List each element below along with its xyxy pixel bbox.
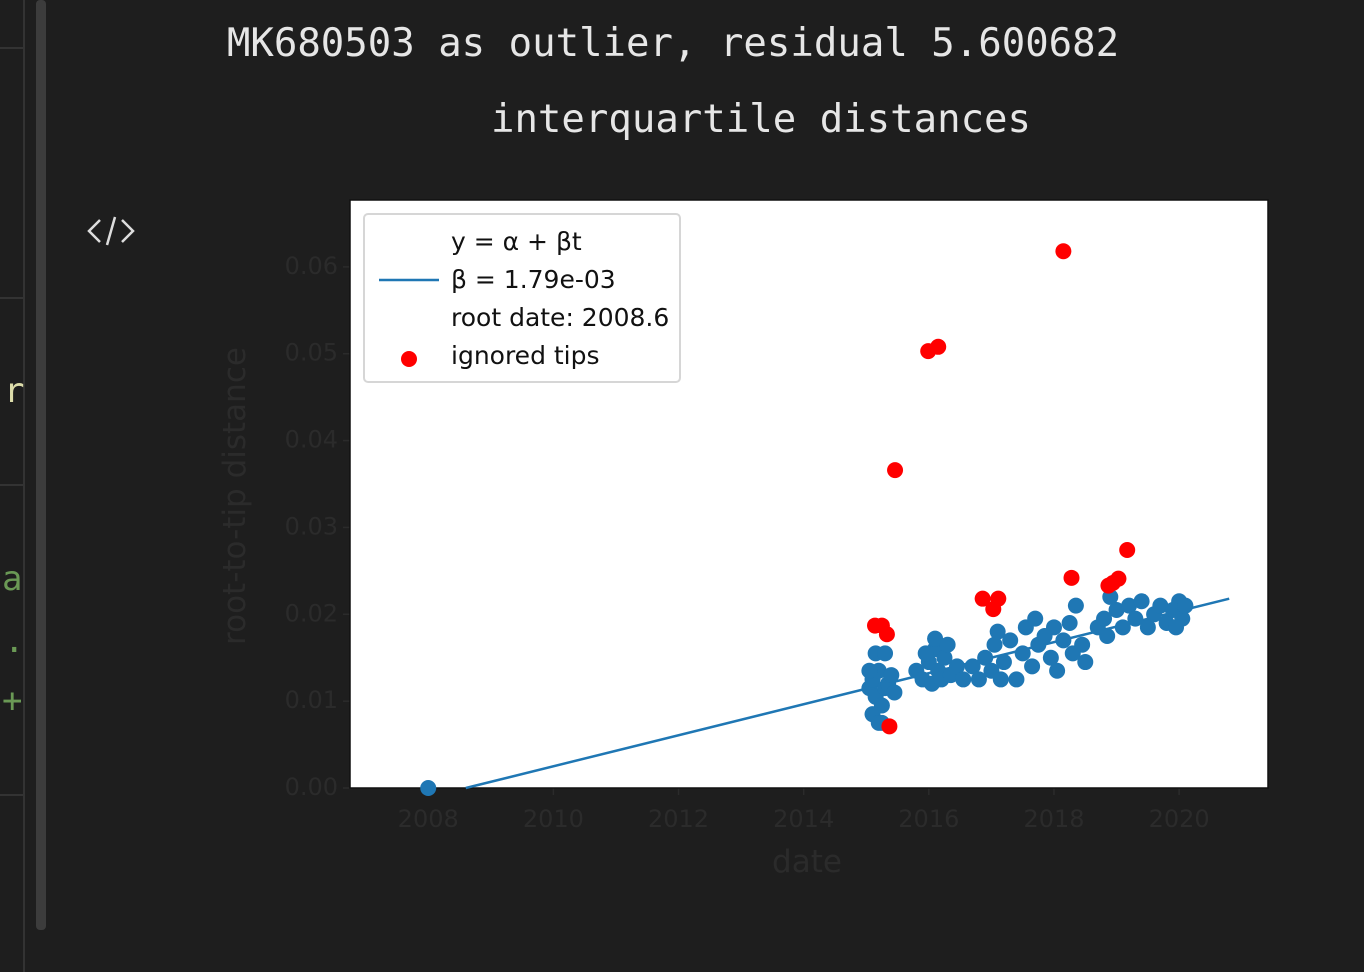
y-tick-label: 0.02 (285, 599, 338, 627)
x-tick-label: 2010 (523, 805, 584, 833)
point (1024, 658, 1041, 675)
point (1133, 593, 1150, 610)
point (985, 601, 1002, 618)
point (930, 338, 947, 355)
x-tick-label: 2020 (1149, 805, 1210, 833)
editor-dividers (0, 47, 24, 796)
point (1008, 671, 1025, 688)
point (936, 649, 953, 666)
legend-label: ignored tips (451, 341, 600, 370)
code-fragment: . (4, 621, 24, 661)
point (878, 626, 895, 643)
point (1049, 662, 1066, 679)
point (977, 649, 994, 666)
legend-entry: y = α + βt β = 1.79e-03 root date: 2008.… (371, 223, 669, 337)
code-fragment: r (4, 371, 24, 411)
point (1077, 654, 1094, 671)
point (970, 671, 987, 688)
point (887, 462, 904, 479)
point (1119, 542, 1136, 559)
point (1168, 619, 1185, 636)
point (1104, 575, 1121, 592)
point (1177, 597, 1194, 614)
point (1108, 601, 1125, 618)
point (877, 645, 894, 662)
point (955, 671, 972, 688)
point (886, 684, 903, 701)
point (1074, 636, 1091, 653)
point (974, 590, 991, 607)
output-text: interquartile distances (491, 97, 1031, 142)
point (1139, 619, 1156, 636)
legend-entry: ignored tips (371, 337, 669, 375)
legend: y = α + βt β = 1.79e-03 root date: 2008.… (363, 213, 682, 383)
point (1096, 610, 1113, 627)
point (1061, 614, 1078, 631)
point (861, 662, 878, 679)
point (1114, 619, 1131, 636)
point (917, 645, 934, 662)
x-axis-label: date (772, 844, 842, 880)
point (881, 718, 898, 735)
point (992, 671, 1009, 688)
y-tick-label: 0.06 (285, 252, 338, 280)
y-tick-label: 0.05 (285, 339, 338, 367)
x-tick-label: 2014 (773, 805, 834, 833)
y-axis-label: root-to-tip distance (217, 347, 253, 645)
legend-label: y = α + βt β = 1.79e-03 root date: 2008.… (451, 227, 670, 332)
x-tick-label: 2016 (898, 805, 959, 833)
point (995, 654, 1012, 671)
point (1045, 619, 1062, 636)
point (883, 667, 900, 684)
output-text: MK680503 as outlier, residual 5.600682 (227, 21, 1119, 66)
point (1055, 243, 1072, 260)
point (989, 623, 1006, 640)
point (1055, 632, 1072, 649)
point (927, 630, 944, 647)
x-tick-label: 2018 (1023, 805, 1084, 833)
x-tick-label: 2008 (398, 805, 459, 833)
y-tick-label: 0.00 (285, 773, 338, 801)
legend-swatch (401, 351, 417, 367)
legend-swatch (379, 278, 439, 282)
point (939, 636, 956, 653)
point (1067, 597, 1084, 614)
scrollbar[interactable] (36, 0, 46, 930)
code-fragment: + (2, 681, 22, 721)
plot-frame (349, 199, 1269, 789)
point (1042, 649, 1059, 666)
point (964, 658, 981, 675)
point (1027, 610, 1044, 627)
x-tick-label: 2012 (648, 805, 709, 833)
point (1121, 597, 1138, 614)
point (1014, 645, 1031, 662)
y-tick-label: 0.03 (285, 512, 338, 540)
point (1152, 597, 1169, 614)
legend-marker (401, 351, 417, 367)
point (420, 780, 437, 796)
y-tick-label: 0.04 (285, 426, 338, 454)
point (1099, 628, 1116, 645)
point (986, 636, 1003, 653)
point (948, 658, 965, 675)
y-tick-label: 0.01 (285, 686, 338, 714)
code-icon[interactable] (87, 216, 135, 246)
point (1002, 632, 1019, 649)
code-fragment: a (2, 559, 22, 599)
point (1063, 569, 1080, 586)
point (1127, 610, 1144, 627)
